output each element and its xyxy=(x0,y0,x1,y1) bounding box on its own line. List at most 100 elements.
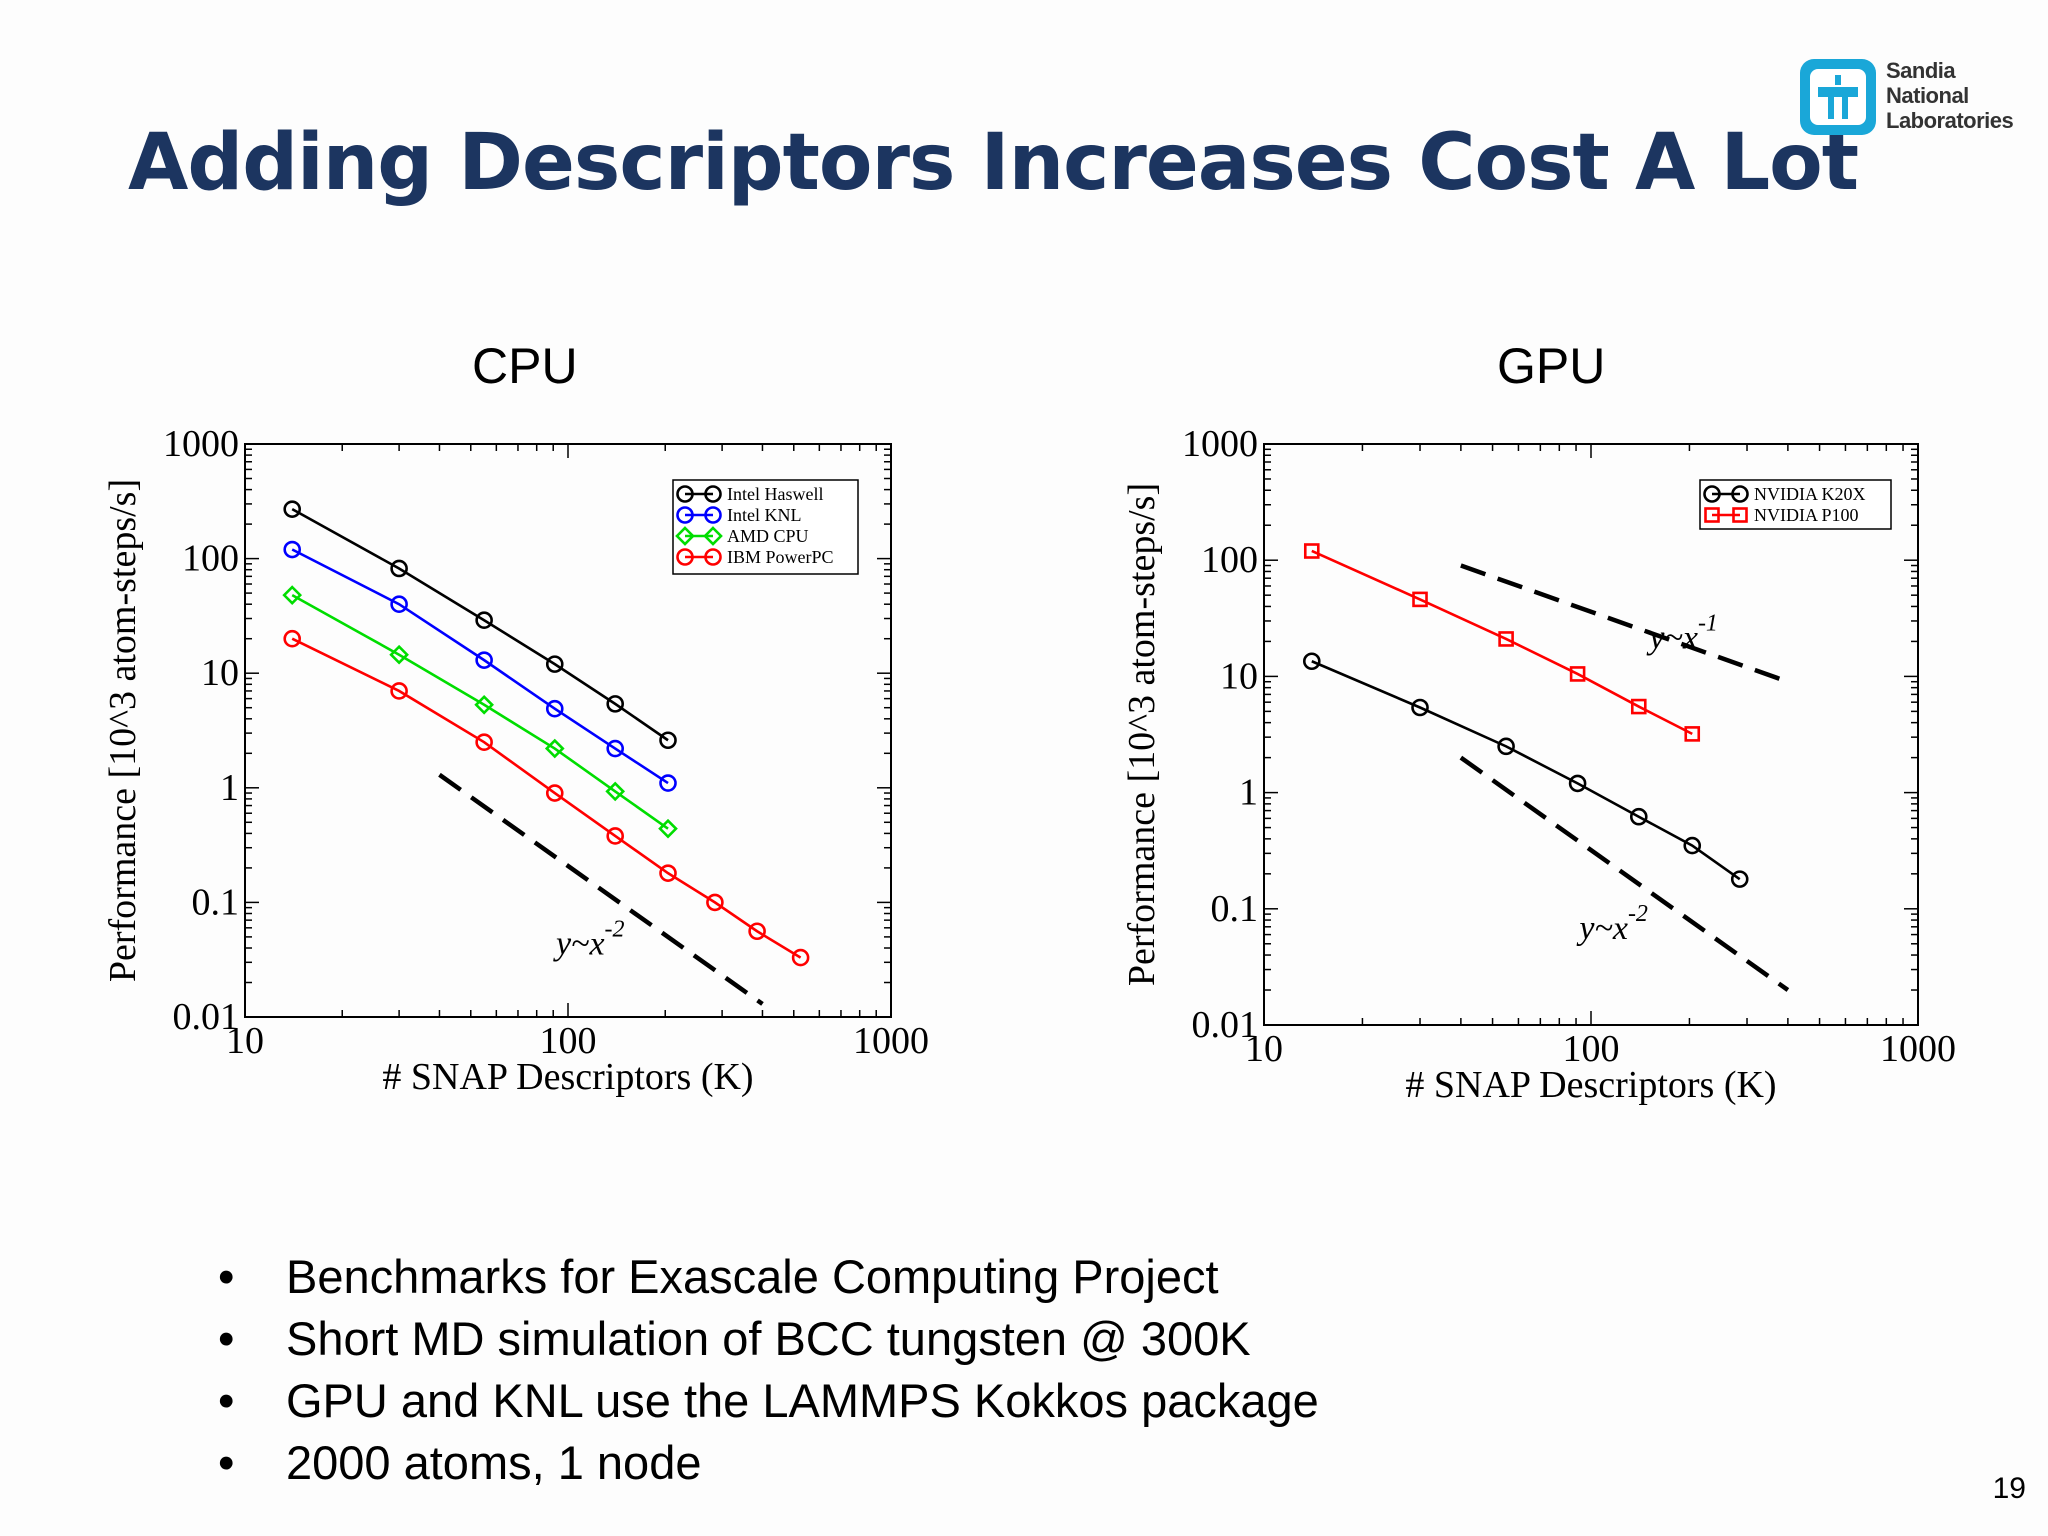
exponent: -2 xyxy=(1628,901,1648,927)
data-point xyxy=(676,506,694,524)
data-point xyxy=(282,585,303,605)
legend-label: Intel KNL xyxy=(727,505,801,525)
bullet-text: Short MD simulation of BCC tungsten @ 30… xyxy=(286,1311,1251,1365)
data-point xyxy=(475,651,493,669)
data-point xyxy=(390,682,408,700)
gpu-panel-title: GPU xyxy=(1497,338,1606,394)
data-point xyxy=(675,526,695,546)
page-number: 19 xyxy=(1992,1472,2026,1505)
data-point xyxy=(1629,807,1648,826)
chart-gpu: 10 100 1000 0.01 0.1 1 10 100 1000 # SNAP Descrip… xyxy=(1121,423,1956,1106)
slide-title: Adding Descriptors Increases Cost A Lot xyxy=(128,118,1859,208)
y-tick-label: 0.01 xyxy=(173,996,240,1038)
logo-line: Laboratories xyxy=(1886,108,2014,133)
series-line xyxy=(1311,549,1693,736)
data-point xyxy=(676,548,694,566)
legend-box xyxy=(1699,479,1892,530)
data-point xyxy=(390,559,408,578)
sandia-thunderbird-icon xyxy=(1800,59,1876,135)
bullet-text: 2000 atoms, 1 node xyxy=(286,1435,702,1489)
data-point xyxy=(283,540,301,559)
data-point xyxy=(1303,543,1320,559)
data-point xyxy=(1704,507,1720,523)
exponent: -1 xyxy=(1698,611,1718,637)
logo-line: National xyxy=(1886,83,1969,108)
data-point xyxy=(389,644,409,665)
series-line xyxy=(291,637,802,959)
data-point xyxy=(1497,737,1515,756)
data-point xyxy=(659,731,677,750)
logo-line: Sandia xyxy=(1886,58,1956,83)
data-point xyxy=(606,827,624,845)
y-tick-label: 10 xyxy=(201,652,239,694)
reference-line xyxy=(438,772,764,1006)
y-tick-label: 100 xyxy=(182,538,239,580)
bullet-text: Benchmarks for Exascale Computing Projec… xyxy=(286,1249,1219,1303)
y-tick-label: 0.1 xyxy=(192,881,240,923)
bullet-item: • Benchmarks for Exascale Computing Proje… xyxy=(218,1249,1219,1303)
y-tick-label: 1000 xyxy=(1182,423,1258,465)
data-point xyxy=(1568,774,1587,793)
data-point xyxy=(704,506,722,524)
chart-cpu: 10 100 1000 0.01 0.1 1 10 100 1000 # SNAP Descrip… xyxy=(102,423,929,1098)
data-point xyxy=(658,818,678,839)
data-point xyxy=(659,864,677,882)
bullet-item: • GPU and KNL use the LAMMPS Kokkos packa… xyxy=(218,1373,1319,1427)
data-point xyxy=(545,784,564,802)
x-tick-label: 100 xyxy=(1563,1028,1620,1070)
series-amd-cpu xyxy=(282,585,678,839)
data-point xyxy=(283,629,301,648)
data-point xyxy=(475,611,493,630)
legend-box xyxy=(672,479,859,575)
series-line xyxy=(291,508,669,742)
sandia-logo-text: Sandia National Laboratories xyxy=(1886,58,2014,133)
data-point xyxy=(703,526,723,546)
data-point xyxy=(704,548,722,566)
data-point xyxy=(545,699,564,718)
bullet-item: • 2000 atoms, 1 node xyxy=(218,1435,702,1489)
data-point xyxy=(544,738,565,759)
data-point xyxy=(283,500,301,518)
data-point xyxy=(606,739,624,758)
data-point xyxy=(1412,591,1428,608)
data-point xyxy=(791,948,810,967)
x-axis-label: # SNAP Descriptors (K) xyxy=(382,1056,753,1098)
data-point xyxy=(475,733,493,751)
y-tick-label: 10 xyxy=(1220,655,1258,697)
series-line xyxy=(291,593,669,830)
data-point xyxy=(605,781,626,802)
bullet-text: GPU and KNL use the LAMMPS Kokkos packag… xyxy=(286,1373,1319,1427)
data-point xyxy=(474,694,494,715)
bullet-list: • Benchmarks for Exascale Computing Proje… xyxy=(218,1245,1319,1493)
series-line xyxy=(1311,660,1741,881)
data-point xyxy=(676,485,694,503)
data-point xyxy=(706,893,724,912)
x-tick-label: 1000 xyxy=(1880,1028,1956,1070)
x-axis-label: # SNAP Descriptors (K) xyxy=(1405,1064,1776,1106)
x-tick-label: 10 xyxy=(1245,1028,1283,1070)
legend-label: Intel Haswell xyxy=(727,484,823,504)
data-point xyxy=(704,485,722,503)
reference-line xyxy=(1459,755,1790,992)
y-tick-label: 1 xyxy=(1239,772,1258,814)
data-point xyxy=(1302,652,1321,671)
data-point xyxy=(1683,836,1702,855)
data-point xyxy=(1411,698,1429,717)
data-point xyxy=(606,695,624,713)
series-line xyxy=(291,548,669,785)
x-tick-label: 100 xyxy=(540,1020,597,1062)
data-point xyxy=(1630,698,1647,715)
data-point xyxy=(1684,726,1701,742)
series-nvidia-k20x xyxy=(1302,652,1749,888)
reference-line xyxy=(1460,563,1789,684)
data-point xyxy=(659,774,677,792)
x-tick-label: 1000 xyxy=(853,1020,929,1062)
cpu-panel-title: CPU xyxy=(472,338,578,394)
y-tick-label: 100 xyxy=(1201,539,1258,581)
series-intel-knl xyxy=(283,540,677,792)
reference-line-label: y~x-2 xyxy=(553,916,625,962)
y-tick-label: 0.1 xyxy=(1211,888,1259,930)
data-point xyxy=(545,655,564,673)
exponent: -2 xyxy=(605,916,625,942)
